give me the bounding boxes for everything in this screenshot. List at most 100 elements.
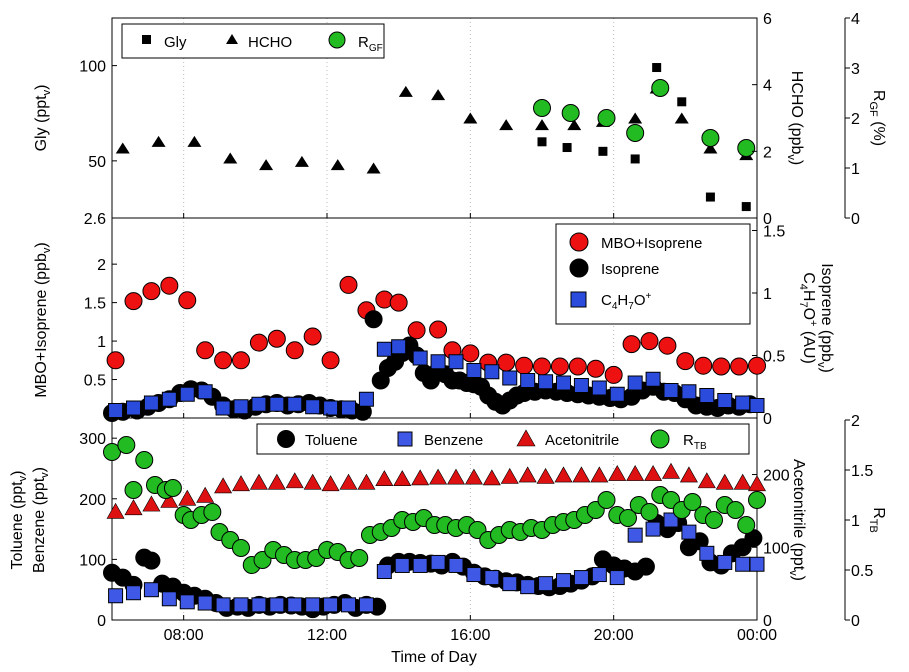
point-mbo-isoprene [214, 351, 233, 370]
point-gly [537, 137, 547, 147]
point-c4h7o [538, 374, 554, 390]
point-hcho [294, 155, 309, 167]
y-tick-label: 1.5 [84, 296, 106, 313]
point-benzene [573, 570, 589, 586]
y-tick-label: 1 [97, 334, 106, 351]
y2-tick-label: 1.5 [763, 224, 785, 241]
legend-label-acetonitrile: Acetonitrile [545, 432, 619, 449]
legend-marker-mbo-isoprene [569, 232, 589, 252]
y-axis-label: MBO+Isoprene (ppbv) [33, 242, 53, 397]
point-acetonitrile [285, 472, 304, 489]
y-tick-label: 100 [79, 552, 106, 569]
y2-tick-label: 2 [763, 144, 772, 161]
point-acetonitrile [446, 468, 466, 485]
point-r-gf [626, 124, 645, 142]
point-c4h7o [699, 388, 715, 403]
legend-label-hcho: HCHO [248, 34, 292, 51]
point-benzene [179, 594, 195, 610]
point-benzene [126, 585, 141, 601]
point-acetonitrile [464, 468, 483, 485]
panel-toluene-benzene: 08:00 12:00 16:00 20:00 00:00010020030001002… [9, 413, 887, 666]
legend-label-c4h7o: C4H7O+ [601, 291, 651, 312]
point-c4h7o [448, 354, 464, 370]
point-mbo-isoprene [196, 341, 215, 360]
y2-tick-label: 0.5 [763, 349, 785, 366]
legend-marker-rgf [328, 31, 346, 49]
point-r-tb [203, 503, 222, 521]
point-benzene [749, 556, 765, 572]
y2-tick-label: 1 [763, 286, 772, 303]
point-mbo-isoprene [533, 357, 551, 376]
point-r-tb [350, 549, 369, 567]
y2-tick-label: 4 [763, 78, 772, 95]
point-benzene [484, 570, 500, 586]
point-c4h7o [143, 395, 159, 411]
point-benzene [233, 597, 249, 613]
point-r-tb [232, 539, 250, 557]
point-c4h7o [573, 378, 589, 393]
y-tick-label: 0 [97, 613, 106, 630]
point-c4h7o [412, 350, 428, 366]
point-c4h7o [627, 375, 643, 391]
point-acetonitrile [500, 467, 519, 484]
point-c4h7o [251, 396, 267, 412]
y2-tick-label: 0 [763, 411, 772, 428]
point-hcho [223, 152, 238, 164]
point-c4h7o [126, 400, 141, 416]
series-r-tb [103, 436, 766, 574]
point-mbo-isoprene [232, 351, 250, 370]
point-c4h7o [502, 370, 518, 386]
point-acetonitrile [411, 469, 430, 486]
point-r-tb [135, 451, 154, 469]
point-acetonitrile [178, 489, 197, 506]
point-c4h7o [287, 396, 303, 412]
point-hcho [115, 142, 130, 154]
point-r-tb [640, 503, 659, 521]
point-c4h7o [108, 403, 124, 418]
point-c4h7o [556, 375, 571, 391]
point-hcho [259, 159, 274, 171]
point-r-tb [726, 501, 745, 519]
point-benzene [341, 597, 356, 613]
point-benzene [448, 557, 464, 573]
point-acetonitrile [196, 486, 215, 503]
point-benzene [197, 595, 213, 611]
point-gly [741, 202, 751, 212]
point-acetonitrile [267, 473, 286, 490]
point-r-gf [737, 139, 756, 157]
point-mbo-isoprene [249, 333, 268, 352]
point-toluene [142, 551, 161, 570]
y2-tick-label: 100 [763, 540, 790, 557]
point-mbo-isoprene [321, 351, 340, 370]
legend: Toluene Benzene Acetonitrile RTB [256, 423, 750, 455]
point-benzene [717, 554, 733, 570]
legend-label-toluene: Toluene [305, 432, 358, 449]
series-r-gf [533, 79, 756, 157]
point-mbo-isoprene [407, 321, 426, 340]
x-axis-label: Time of Day [391, 649, 477, 666]
y3-tick-label: 1.5 [851, 463, 873, 480]
point-benzene [358, 597, 374, 613]
point-c4h7o [609, 386, 625, 402]
point-r-gf [597, 109, 616, 127]
point-mbo-isoprene [586, 359, 605, 378]
point-mbo-isoprene [748, 356, 766, 375]
legend-label-isoprene: Isoprene [601, 261, 659, 278]
point-benzene [430, 554, 446, 570]
point-acetonitrile [339, 473, 358, 490]
point-benzene [394, 557, 410, 573]
y2-axis-label: HCHO (ppbv) [785, 71, 805, 165]
point-r-tb [124, 481, 143, 499]
point-hcho [151, 135, 166, 147]
point-hcho [398, 85, 413, 97]
y-axis-label-benzene: Benzene (pptv) [31, 467, 51, 573]
point-acetonitrile [482, 469, 501, 486]
x-tick-label: 08:00 [164, 627, 204, 644]
point-mbo-isoprene [429, 320, 448, 339]
x-tick-label: 12:00 [307, 627, 347, 644]
y2-tick-label: 6 [763, 11, 772, 28]
y-tick-label: 0.5 [84, 373, 106, 390]
series-benzene [108, 512, 765, 613]
y3-tick-label: 1 [851, 513, 860, 530]
